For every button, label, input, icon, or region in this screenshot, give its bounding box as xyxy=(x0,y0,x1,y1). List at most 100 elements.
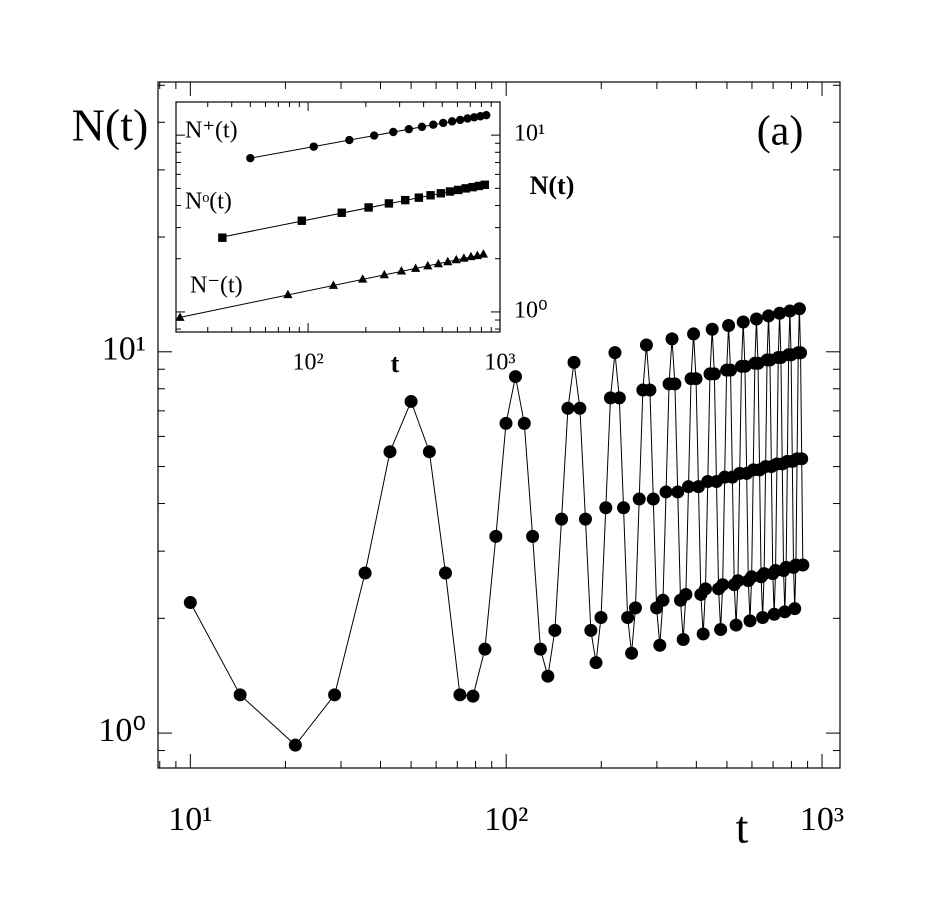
marker xyxy=(383,445,397,459)
marker xyxy=(246,153,255,163)
marker xyxy=(696,627,710,641)
marker xyxy=(478,249,489,258)
y-tick-label: 10⁰ xyxy=(98,712,146,749)
marker xyxy=(309,142,318,151)
marker xyxy=(533,642,547,656)
marker xyxy=(668,377,682,391)
marker xyxy=(414,193,424,202)
series-label: N⁻(t) xyxy=(190,273,243,299)
marker xyxy=(573,401,587,415)
marker xyxy=(499,416,513,430)
marker xyxy=(567,355,581,369)
marker xyxy=(396,266,407,275)
marker xyxy=(364,203,373,212)
marker xyxy=(451,254,461,264)
marker xyxy=(455,115,465,125)
marker xyxy=(749,312,763,326)
marker xyxy=(676,632,690,646)
marker xyxy=(705,322,719,336)
marker xyxy=(480,180,490,189)
x-tick-label: 10¹ xyxy=(168,801,212,838)
main-plot: 10¹ 10² 10³ 10⁰ 10¹ xyxy=(98,82,844,838)
x-tick-label: 10² xyxy=(484,801,528,838)
series-label: N⁺(t) xyxy=(185,118,238,144)
marker xyxy=(358,274,368,283)
marker xyxy=(589,656,603,670)
inset-frame xyxy=(175,101,501,333)
marker xyxy=(681,480,695,494)
series-label: Nᵒ(t) xyxy=(185,189,232,215)
marker xyxy=(716,578,730,592)
marker xyxy=(438,566,452,580)
marker xyxy=(617,501,631,515)
marker xyxy=(474,181,484,191)
marker xyxy=(404,124,414,134)
marker xyxy=(337,208,346,217)
marker xyxy=(738,359,752,373)
marker xyxy=(795,452,809,466)
marker xyxy=(796,558,810,572)
marker xyxy=(404,394,418,408)
marker xyxy=(548,623,562,637)
marker xyxy=(470,113,479,122)
marker xyxy=(461,184,470,193)
marker xyxy=(423,260,433,270)
marker xyxy=(745,570,759,584)
marker xyxy=(714,622,728,636)
marker xyxy=(612,391,626,405)
marker xyxy=(698,582,712,596)
marker xyxy=(671,485,685,499)
marker xyxy=(489,529,503,543)
marker xyxy=(756,610,770,624)
marker xyxy=(433,258,444,268)
marker xyxy=(767,607,781,621)
marker xyxy=(625,646,639,660)
marker xyxy=(401,195,410,205)
marker xyxy=(389,127,398,137)
marker xyxy=(517,416,531,430)
marker xyxy=(411,263,421,272)
marker xyxy=(466,251,476,261)
marker xyxy=(743,614,757,628)
x-tick-label: 10³ xyxy=(800,801,844,838)
y-tick-label: 10¹ xyxy=(102,331,146,368)
marker xyxy=(288,738,302,752)
y-tick-label: 10¹ xyxy=(514,121,545,147)
marker xyxy=(453,688,467,702)
marker xyxy=(233,688,247,702)
marker xyxy=(578,512,592,526)
marker xyxy=(594,610,608,624)
marker xyxy=(731,574,745,588)
marker xyxy=(447,117,457,126)
marker xyxy=(656,593,670,607)
marker xyxy=(665,332,679,346)
marker xyxy=(679,587,693,601)
marker xyxy=(417,122,427,132)
marker xyxy=(687,327,701,341)
marker xyxy=(439,118,448,128)
marker xyxy=(443,256,453,266)
marker xyxy=(722,319,736,333)
x-axis-label: t xyxy=(736,802,749,853)
marker xyxy=(218,233,227,242)
marker xyxy=(707,367,721,381)
marker xyxy=(621,610,635,624)
marker xyxy=(436,189,446,198)
marker xyxy=(689,372,703,386)
marker xyxy=(659,485,673,499)
marker xyxy=(773,306,787,320)
marker xyxy=(358,566,372,580)
marker xyxy=(482,110,491,120)
inset-y-label: N(t) xyxy=(530,171,575,200)
marker xyxy=(384,199,394,208)
marker xyxy=(526,529,540,543)
marker xyxy=(599,501,613,515)
marker xyxy=(379,269,389,279)
marker xyxy=(426,191,435,200)
marker xyxy=(459,253,469,262)
marker xyxy=(584,623,598,637)
y-axis-label: N(t) xyxy=(72,100,149,151)
marker xyxy=(297,216,307,225)
marker xyxy=(729,618,743,632)
